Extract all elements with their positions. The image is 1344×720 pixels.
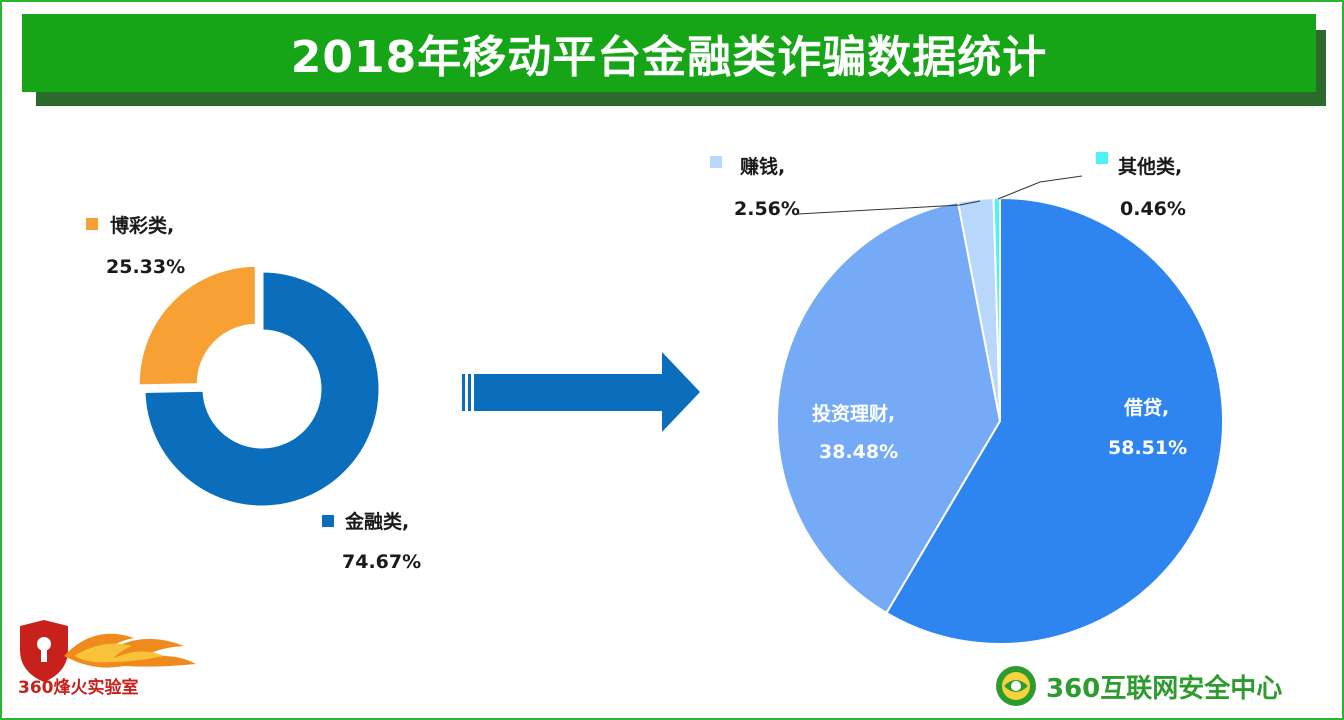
slice-label-赚钱: 赚钱, bbox=[739, 155, 785, 178]
donut-slice-博彩类 bbox=[136, 263, 258, 388]
arrow-tail-bar bbox=[468, 374, 471, 411]
arrow-body bbox=[474, 352, 700, 432]
slice-value-投资理财: 38.48% bbox=[819, 441, 898, 463]
logo-right-text: 360互联网安全中心 bbox=[1046, 673, 1283, 704]
legend-swatch-赚钱 bbox=[710, 156, 722, 168]
donut-slice-金融类 bbox=[142, 269, 382, 509]
slice-value-赚钱: 2.56% bbox=[734, 198, 800, 220]
legend-swatch-其他类 bbox=[1096, 152, 1108, 164]
title-banner: 2018年移动平台金融类诈骗数据统计 bbox=[22, 14, 1316, 92]
transition-arrow bbox=[462, 352, 700, 432]
chart-labels: 博彩类, 25.33% 金融类, 74.67% 借贷, 58.51% 投资理财, 38.48%… bbox=[86, 152, 1187, 573]
pie-slice-投资理财 bbox=[776, 200, 1002, 615]
slice-label-金融类: 金融类, bbox=[344, 510, 409, 533]
pie-chart bbox=[776, 196, 1224, 645]
donut-chart bbox=[136, 263, 382, 509]
slice-value-博彩类: 25.33% bbox=[106, 256, 185, 278]
arrow-tail-bar bbox=[462, 374, 465, 411]
logo-360-security-center: 360互联网安全中心 bbox=[994, 664, 1334, 708]
slice-value-金融类: 74.67% bbox=[342, 551, 421, 573]
slice-value-借贷: 58.51% bbox=[1108, 437, 1187, 459]
pie-slice-借贷 bbox=[885, 196, 1224, 645]
slice-label-博彩类: 博彩类, bbox=[110, 214, 174, 237]
globe-logo-icon bbox=[996, 666, 1036, 706]
page-title: 2018年移动平台金融类诈骗数据统计 bbox=[290, 32, 1048, 83]
slice-label-借贷: 借贷, bbox=[1123, 396, 1169, 419]
slice-label-其他类: 其他类, bbox=[1118, 155, 1182, 178]
fire-shield-icon bbox=[20, 620, 196, 682]
legend-swatch-金融类 bbox=[322, 515, 334, 527]
slice-value-其他类: 0.46% bbox=[1120, 198, 1186, 220]
legend-swatch-博彩类 bbox=[86, 218, 98, 230]
leader-line-其他类 bbox=[997, 175, 1083, 200]
logo-360-fire-lab: 360烽火实验室 bbox=[14, 616, 204, 706]
logo-left-text: 360烽火实验室 bbox=[18, 678, 139, 698]
slice-label-投资理财: 投资理财, bbox=[812, 402, 895, 425]
leader-line-赚钱 bbox=[797, 200, 981, 215]
